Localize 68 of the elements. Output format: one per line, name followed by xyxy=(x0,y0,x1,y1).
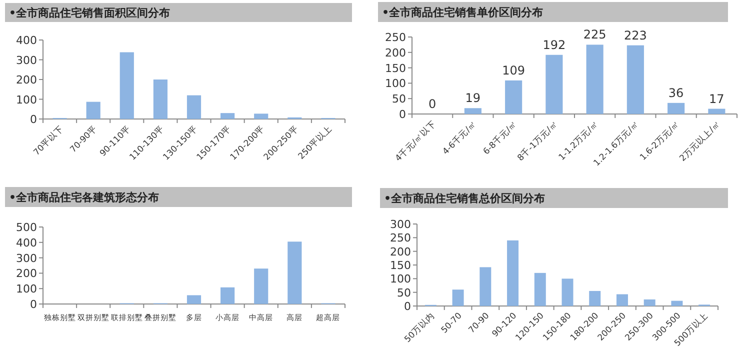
bar xyxy=(668,102,685,114)
y-tick-label: 50 xyxy=(392,92,406,106)
bar xyxy=(546,54,563,114)
y-tick-label: 250 xyxy=(385,31,406,44)
y-tick-label: 400 xyxy=(16,236,37,250)
x-tick-label: 70平以下 xyxy=(31,123,66,158)
bar xyxy=(534,272,546,306)
y-tick-label: 0 xyxy=(30,113,37,126)
data-label: 192 xyxy=(542,38,566,52)
x-tick-label: 8千-1万元/㎡ xyxy=(515,118,560,164)
y-tick-label: 400 xyxy=(16,34,37,47)
bar xyxy=(505,80,522,114)
bar xyxy=(288,242,302,304)
y-tick-label: 0 xyxy=(30,298,37,311)
bar xyxy=(562,278,574,306)
y-tick-label: 250 xyxy=(390,232,411,245)
y-tick-label: 100 xyxy=(16,282,37,296)
bar xyxy=(452,290,464,306)
y-tick-label: 200 xyxy=(16,267,37,280)
bar xyxy=(507,240,519,306)
y-tick-label: 300 xyxy=(16,252,37,265)
bar xyxy=(254,114,268,119)
data-label: 225 xyxy=(583,28,606,42)
y-tick-label: 150 xyxy=(385,62,406,75)
bar xyxy=(220,113,235,119)
y-tick-label: 200 xyxy=(16,74,37,86)
bar xyxy=(153,80,168,119)
bar xyxy=(464,108,482,114)
y-tick-label: 200 xyxy=(390,245,411,258)
chart-title: •全市商品住宅各建筑形态分布 xyxy=(9,191,160,204)
bar xyxy=(708,108,726,114)
y-tick-label: 0 xyxy=(404,300,411,313)
y-tick-label: 300 xyxy=(16,54,37,67)
bar xyxy=(86,102,100,119)
bar xyxy=(120,52,134,119)
chart-title: •全市商品住宅销售单价区间分布 xyxy=(382,6,544,19)
bar xyxy=(671,300,683,306)
bar xyxy=(644,299,656,306)
y-tick-label: 150 xyxy=(390,259,411,272)
bar xyxy=(616,294,628,306)
y-tick-label: 0 xyxy=(399,108,406,121)
chart-title: •全市商品住宅销售总价区间分布 xyxy=(384,192,546,205)
y-tick-label: 100 xyxy=(385,77,406,90)
data-label: 109 xyxy=(502,63,526,78)
y-tick-label: 50 xyxy=(397,286,411,300)
y-tick-label: 100 xyxy=(390,272,411,286)
bar xyxy=(626,45,644,114)
bar xyxy=(186,295,202,304)
x-tick-label: 4-6千元/㎡ xyxy=(440,118,480,158)
y-tick-label: 300 xyxy=(390,218,411,231)
chart-title: •全市商品住宅销售面积区间分布 xyxy=(9,6,170,20)
bar xyxy=(589,290,601,306)
bar xyxy=(480,267,492,306)
bar xyxy=(586,44,604,114)
y-tick-label: 500 xyxy=(16,221,37,234)
bar xyxy=(254,268,268,304)
x-tick-label: 50万以内 xyxy=(402,310,437,345)
data-label: 223 xyxy=(624,28,647,42)
data-label: 19 xyxy=(465,91,481,106)
data-label: 0 xyxy=(428,97,436,111)
y-tick-label: 200 xyxy=(385,46,406,60)
x-tick-label: 2万元以上/㎡ xyxy=(677,118,723,164)
data-label: 17 xyxy=(709,92,724,106)
y-tick-label: 100 xyxy=(16,93,37,106)
bar xyxy=(220,287,235,304)
bar xyxy=(186,95,202,119)
x-tick-label: 4千元/㎡以下 xyxy=(392,118,438,164)
data-label: 36 xyxy=(668,86,684,100)
